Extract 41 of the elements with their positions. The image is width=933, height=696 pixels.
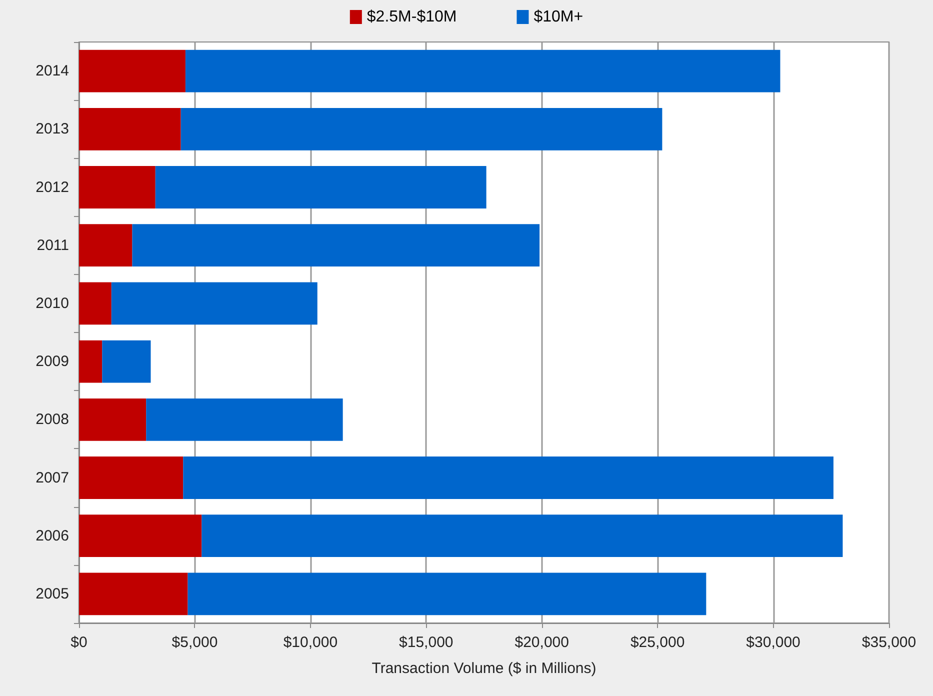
y-tick-label: 2009 — [36, 353, 69, 370]
y-tick-label: 2013 — [36, 120, 69, 138]
y-tick-label: 2005 — [36, 585, 69, 602]
x-tick-label: $10,000 — [283, 634, 338, 651]
bar — [79, 398, 146, 441]
y-tick-label: 2014 — [36, 62, 69, 80]
y-tick-label: 2007 — [36, 469, 69, 486]
bar — [146, 398, 343, 441]
x-tick-label: $30,000 — [746, 634, 800, 651]
y-tick-label: 2011 — [36, 236, 69, 254]
bar — [79, 108, 181, 150]
bar — [111, 282, 318, 325]
bar — [132, 224, 540, 267]
x-tick-label: $5,000 — [172, 634, 218, 651]
bar — [79, 282, 112, 325]
bar — [180, 108, 662, 150]
x-axis-title: Transaction Volume ($ in Millions) — [372, 660, 596, 677]
x-tick-label: $25,000 — [630, 634, 685, 651]
y-tick-label: 2008 — [36, 411, 69, 428]
bar — [185, 50, 780, 92]
bar — [155, 166, 486, 208]
bar — [102, 340, 151, 383]
bar — [188, 572, 706, 616]
bar — [79, 224, 132, 267]
bar — [79, 572, 188, 616]
bar — [79, 340, 102, 383]
x-tick-label: $0 — [70, 634, 88, 651]
bar — [183, 456, 834, 499]
x-tick-label: $35,000 — [862, 634, 916, 651]
bar — [202, 514, 843, 558]
x-tick-label: $20,000 — [514, 634, 569, 651]
bar — [79, 166, 156, 208]
x-tick-label: $15,000 — [399, 634, 454, 651]
bar — [79, 50, 186, 92]
bar — [79, 514, 202, 558]
legend-label: $2.5M-$10M — [366, 8, 457, 26]
y-tick-label: 2012 — [36, 178, 69, 196]
y-tick-label: 2006 — [36, 527, 69, 544]
legend-label: $10M+ — [534, 8, 584, 26]
y-tick-label: 2010 — [36, 294, 69, 312]
bar — [79, 456, 184, 499]
